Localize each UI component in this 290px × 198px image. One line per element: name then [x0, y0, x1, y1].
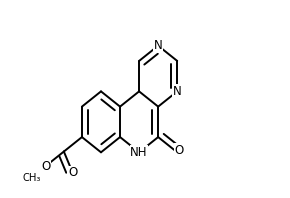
Text: N: N [173, 85, 182, 98]
Text: O: O [174, 144, 184, 157]
Text: O: O [68, 166, 77, 179]
Text: CH₃: CH₃ [22, 173, 41, 183]
Text: N: N [154, 39, 162, 52]
Text: NH: NH [130, 146, 148, 159]
Text: O: O [41, 160, 50, 172]
